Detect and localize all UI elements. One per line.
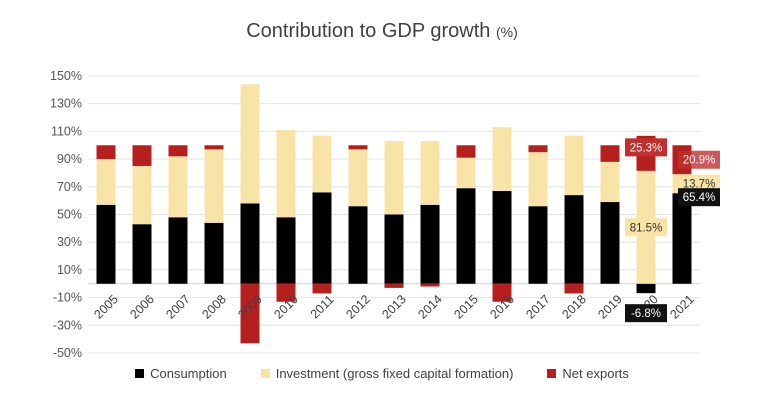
legend-item-consumption: Consumption (135, 366, 227, 381)
y-tick-label: 70% (57, 180, 82, 194)
bar-net-exports-2017 (528, 145, 548, 153)
x-tick-label: 2018 (559, 292, 589, 322)
bar-net-exports-2012 (348, 145, 368, 150)
bar-investment-gross-fixed-capital-formation-2014 (420, 141, 440, 205)
bar-net-exports-2008 (204, 145, 224, 150)
chart-title-unit: (%) (495, 24, 518, 40)
bar-consumption-2013 (384, 214, 404, 284)
annotation-box-2020-net-exports (625, 138, 667, 157)
x-tick-label: 2015 (451, 292, 481, 322)
bar-consumption-2011 (312, 192, 332, 284)
x-tick-label: 2005 (91, 292, 121, 322)
bar-consumption-2008 (204, 222, 224, 284)
x-tick-label: 2021 (667, 292, 697, 322)
bar-investment-gross-fixed-capital-formation-2005 (96, 159, 116, 205)
bar-consumption-2005 (96, 204, 116, 284)
x-tick-label: 2011 (308, 292, 337, 321)
bar-investment-gross-fixed-capital-formation-2019 (600, 161, 620, 203)
legend-label-consumption: Consumption (150, 366, 227, 381)
annotation-box-2021-consumption (678, 188, 720, 207)
bar-net-exports-2006 (132, 145, 152, 167)
bar-net-exports-2013 (384, 283, 404, 288)
y-tick-label: 150% (50, 69, 82, 83)
bar-investment-gross-fixed-capital-formation-2011 (312, 135, 332, 193)
y-tick-label: 130% (50, 97, 82, 111)
y-tick-label: 10% (57, 263, 82, 277)
bar-net-exports-2015 (456, 145, 476, 158)
x-tick-label: 2008 (199, 292, 229, 322)
bar-investment-gross-fixed-capital-formation-2013 (384, 141, 404, 215)
x-tick-label: 2006 (127, 292, 157, 322)
legend-item-net-exports: Net exports (547, 366, 629, 381)
data-label-2021-net-exports: 20.9% (683, 155, 716, 167)
bar-net-exports-2005 (96, 145, 116, 160)
bar-investment-gross-fixed-capital-formation-2016 (492, 127, 512, 191)
bar-consumption-2007 (168, 217, 188, 284)
annotation-box-2020-investment-gross-fixed-capital-formation (625, 218, 667, 237)
bar-consumption-2006 (132, 224, 152, 284)
x-tick-label: 2013 (379, 292, 409, 322)
legend-swatch-net-exports (547, 369, 557, 378)
bar-investment-gross-fixed-capital-formation-2008 (204, 149, 224, 223)
bar-consumption-2010 (276, 217, 296, 284)
x-tick-label: 2019 (595, 292, 625, 322)
bar-net-exports-2011 (312, 283, 332, 294)
data-label-2021-investment-gross-fixed-capital-formation: 13.7% (683, 179, 716, 191)
bar-investment-gross-fixed-capital-formation-2017 (528, 152, 548, 207)
bar-net-exports-2016 (492, 283, 512, 302)
bar-investment-gross-fixed-capital-formation-2012 (348, 149, 368, 207)
x-tick-label: 2017 (523, 292, 553, 322)
bar-consumption-2019 (600, 202, 620, 284)
x-tick-label: 2010 (271, 292, 301, 322)
y-tick-label: -30% (53, 318, 82, 332)
bar-consumption-2009 (240, 203, 260, 284)
bar-investment-gross-fixed-capital-formation-2006 (132, 166, 152, 225)
data-label-2020-consumption: -6.8% (631, 308, 661, 320)
bar-consumption-2014 (420, 204, 440, 284)
bar-consumption-2021 (672, 193, 692, 284)
bar-consumption-2020 (636, 283, 656, 294)
bar-net-exports-2009 (240, 283, 260, 344)
bar-consumption-2017 (528, 206, 548, 284)
bar-investment-gross-fixed-capital-formation-2015 (456, 157, 476, 189)
y-tick-label: -50% (53, 346, 82, 360)
data-label-2020-investment-gross-fixed-capital-formation: 81.5% (630, 222, 663, 234)
x-tick-label: 2012 (343, 292, 373, 322)
x-tick-label: 2016 (487, 292, 517, 322)
bar-net-exports-2018 (564, 283, 584, 294)
chart-title-text: Contribution to GDP growth (246, 20, 491, 42)
legend-label-investment: Investment (gross fixed capital formatio… (275, 366, 514, 381)
bar-consumption-2016 (492, 190, 512, 284)
legend-label-net-exports: Net exports (562, 366, 629, 381)
y-tick-label: 110% (51, 124, 82, 138)
x-tick-label: 2007 (163, 292, 193, 322)
chart-legend: Consumption Investment (gross fixed capi… (0, 366, 764, 381)
chart-title: Contribution to GDP growth (%) (0, 20, 764, 43)
bar-investment-gross-fixed-capital-formation-2009 (240, 84, 260, 204)
data-label-2020-net-exports: 25.3% (630, 142, 663, 154)
bar-net-exports-2019 (600, 145, 620, 162)
data-label-2021-consumption: 65.4% (683, 192, 716, 204)
bar-investment-gross-fixed-capital-formation-2018 (564, 135, 584, 196)
annotation-box-2021-net-exports (678, 150, 720, 169)
y-tick-label: 50% (57, 208, 82, 222)
y-tick-label: 30% (57, 235, 82, 249)
annotation-box-2020-consumption (625, 304, 667, 323)
bar-net-exports-2010 (276, 283, 296, 302)
y-tick-label: 90% (57, 152, 82, 166)
y-tick-label: -10% (53, 291, 82, 305)
bar-net-exports-2014 (420, 283, 440, 287)
legend-swatch-consumption (135, 369, 145, 378)
legend-swatch-investment (260, 369, 270, 378)
x-tick-label: 2014 (415, 292, 445, 322)
bar-consumption-2012 (348, 206, 368, 284)
bar-consumption-2018 (564, 195, 584, 284)
bar-consumption-2015 (456, 188, 476, 284)
bar-net-exports-2007 (168, 145, 188, 157)
bar-investment-gross-fixed-capital-formation-2010 (276, 130, 296, 218)
bar-investment-gross-fixed-capital-formation-2007 (168, 156, 188, 218)
legend-item-investment: Investment (gross fixed capital formatio… (260, 366, 514, 381)
